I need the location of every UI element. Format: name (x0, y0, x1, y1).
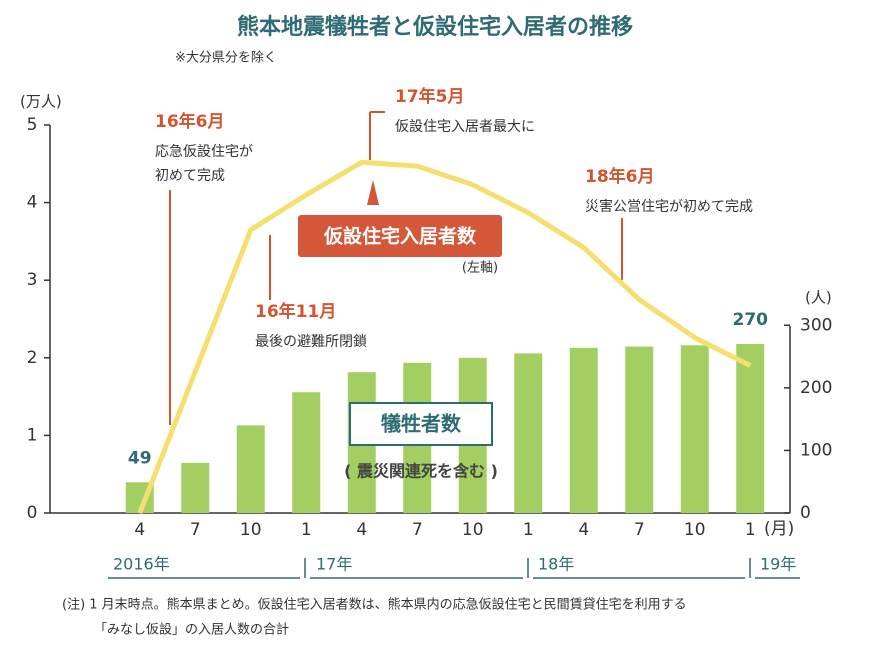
annotation-title: 16年11月 (255, 301, 336, 322)
x-tick-label: 1 (301, 520, 312, 540)
y-tick-label: 4 (27, 193, 38, 213)
annotation-text: 応急仮設住宅が (155, 144, 253, 160)
bar (292, 392, 321, 513)
y-tick-label: 2 (27, 348, 38, 368)
y2-axis-label: (人) (805, 289, 832, 307)
x-tick-label: 10 (462, 520, 484, 540)
annotation-title: 16年6月 (155, 111, 225, 132)
bar (236, 425, 265, 513)
x-tick-label: 7 (190, 520, 201, 540)
y-tick-label: 3 (27, 270, 38, 290)
y2-tick-label: 100 (800, 440, 832, 460)
y-axis-label: (万人) (20, 93, 62, 111)
annotation-title: 18年6月 (585, 166, 655, 187)
annotation-text: 仮設住宅入居者最大に (395, 119, 535, 135)
x-unit: (月) (764, 519, 794, 539)
note: 「みなし仮設」の入居人数の合計 (94, 622, 289, 638)
annotation-text: 災害公営住宅が初めて完成 (585, 198, 753, 215)
bar (736, 344, 765, 513)
x-tick-label: 10 (684, 520, 706, 540)
x-tick-label: 1 (523, 520, 534, 540)
y2-tick-label: 0 (800, 503, 811, 523)
year-label: 17年 (316, 555, 352, 574)
annotation-text: 最後の避難所閉鎖 (255, 334, 367, 350)
line (137, 159, 752, 514)
bar (569, 347, 598, 513)
y2-tick-label: 200 (800, 378, 832, 398)
value-label: 270 (733, 310, 769, 330)
y-tick-label: 0 (27, 503, 38, 523)
year-label: 18年 (538, 555, 574, 574)
legend-sublabel: (左軸) (462, 261, 498, 276)
x-tick-label: 1 (745, 520, 756, 540)
legend-box (349, 402, 493, 446)
legend-label: 仮設住宅入居者数 (323, 225, 477, 248)
label-pointer (367, 180, 379, 205)
annotation-title: 17年5月 (395, 86, 465, 107)
bar (680, 345, 709, 513)
legend-sublabel: ( 震災関連死を含む ) (344, 462, 498, 481)
bar (625, 346, 654, 513)
x-tick-label: 7 (412, 520, 423, 540)
year-label: 2016年 (113, 555, 170, 574)
x-tick-label: 4 (356, 520, 367, 540)
bar (181, 462, 210, 513)
y-tick-label: 1 (27, 425, 38, 445)
bar (514, 353, 543, 513)
year-label: 19年 (760, 555, 796, 574)
y-tick-label: 5 (27, 115, 38, 135)
legend-label: 犠牲者数 (381, 412, 462, 436)
annotation-text: 初めて完成 (155, 167, 225, 184)
year-brackets (108, 558, 800, 579)
note: (注) 1 月末時点。熊本県まとめ。仮設住宅入居者数は、熊本県内の応急仮設住宅と… (62, 597, 687, 613)
x-tick-label: 10 (240, 520, 262, 540)
chart-subtitle: ※大分県分を除く (175, 51, 277, 66)
x-tick-label: 4 (134, 520, 145, 540)
y2-tick-label: 300 (800, 315, 832, 335)
x-tick-label: 7 (634, 520, 645, 540)
value-label: 49 (128, 448, 152, 468)
legend-box (298, 215, 502, 257)
x-tick-label: 4 (578, 520, 589, 540)
chart-title: 熊本地震犠牲者と仮設住宅入居者の推移 (237, 14, 633, 40)
